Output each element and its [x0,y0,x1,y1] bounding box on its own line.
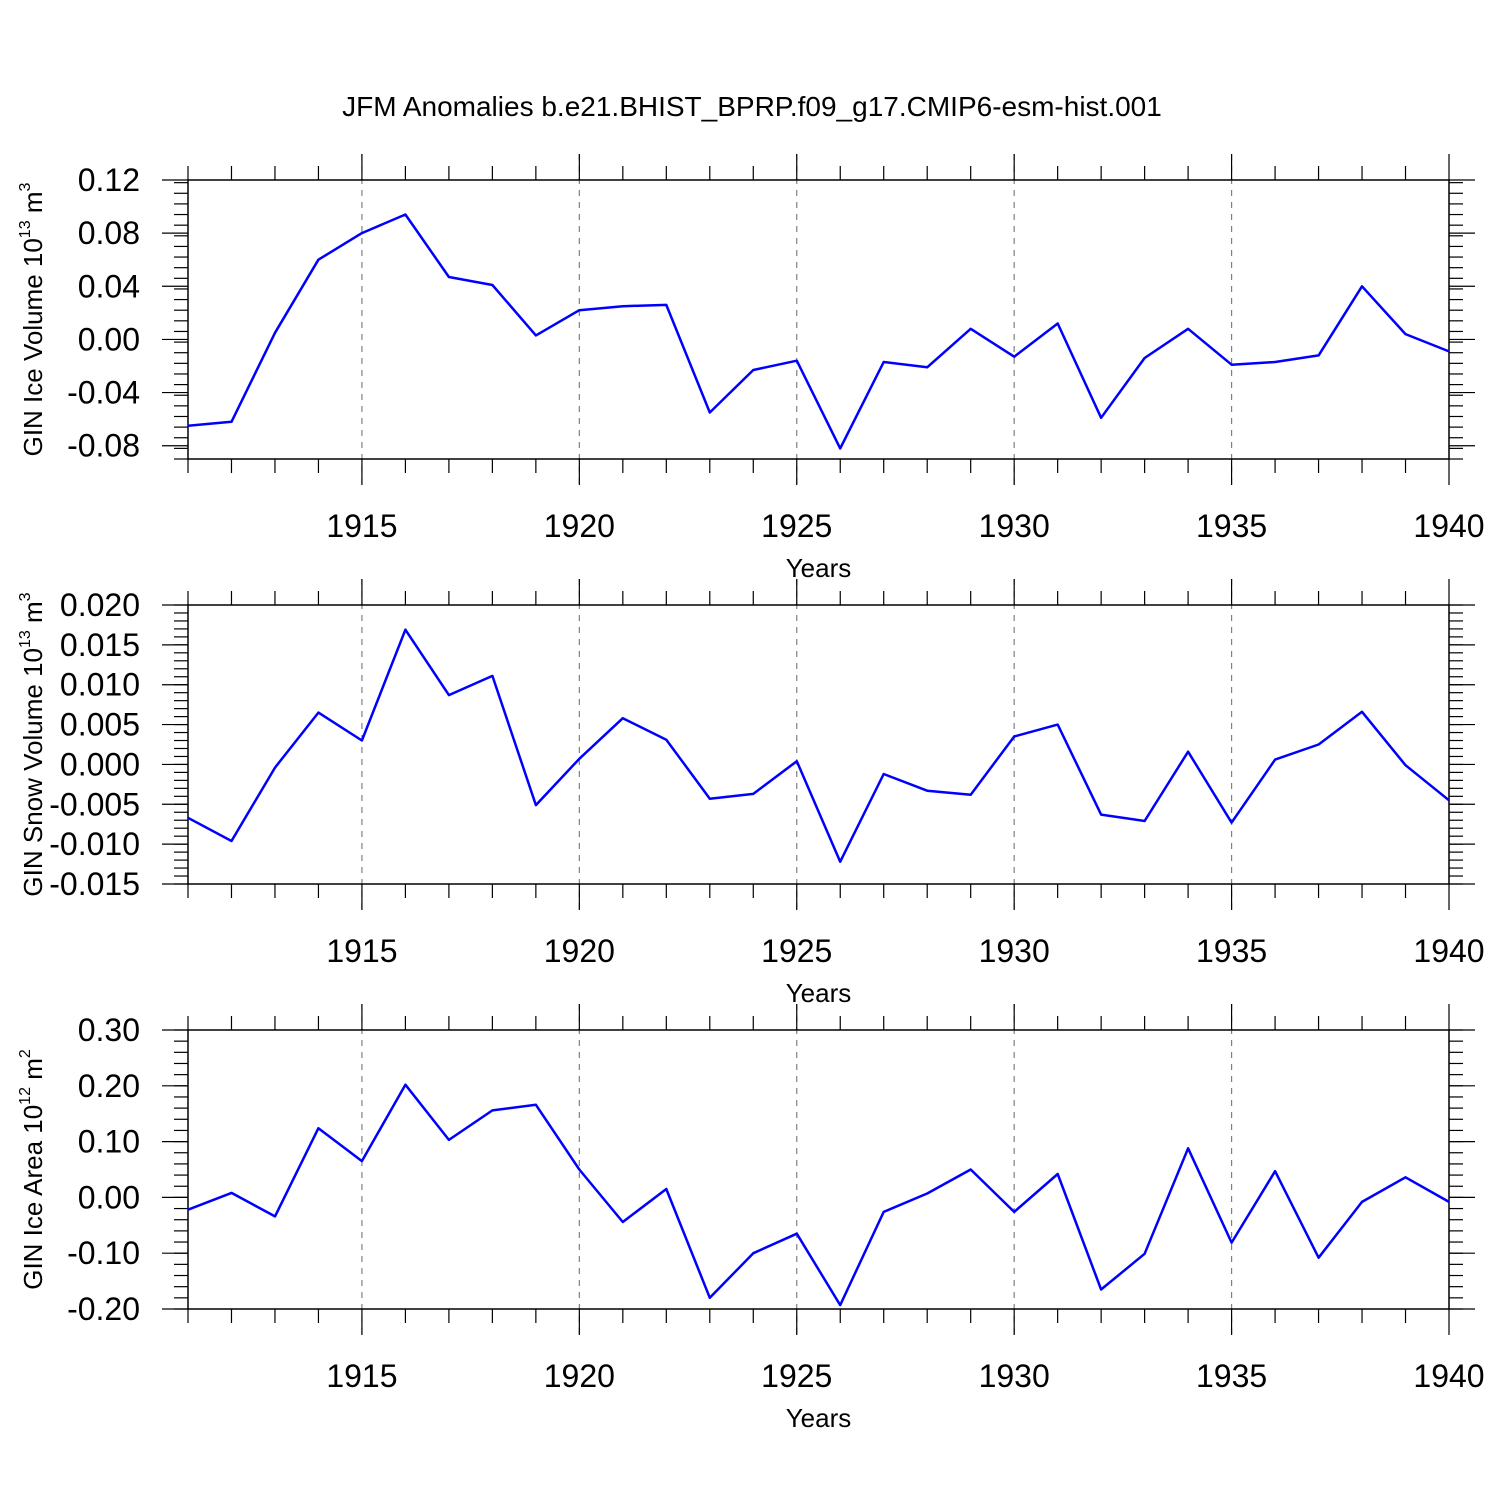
x-tick-label: 1930 [979,508,1050,544]
y-axis-label-unit: m [18,601,48,630]
y-tick-label: -0.015 [49,866,140,902]
y-tick-label: 0.000 [60,746,140,782]
figure-title: JFM Anomalies b.e21.BHIST_BPRP.f09_g17.C… [342,91,1162,122]
y-tick-label: -0.010 [49,826,140,862]
y-tick-label: 0.005 [60,707,140,743]
x-tick-label: 1925 [761,933,832,969]
x-tick-label: 1920 [544,933,615,969]
y-tick-label: 0.30 [78,1012,140,1048]
x-tick-label: 1915 [326,1358,397,1394]
x-axis-label: Years [786,978,852,1008]
x-tick-label: 1935 [1196,933,1267,969]
x-axis-label: Years [786,1403,852,1433]
series-line [187,213,1450,450]
y-axis-label: GIN Ice Area 1012 m2 [17,1049,48,1290]
x-tick-label: 1915 [326,508,397,544]
y-tick-label: 0.020 [60,587,140,623]
x-tick-label: 1915 [326,933,397,969]
y-tick-label: 0.08 [78,215,140,251]
x-tick-label: 1925 [761,1358,832,1394]
x-tick-label: 1920 [544,1358,615,1394]
y-tick-label: 0.00 [78,1179,140,1215]
y-axis-label-unit: m [18,1058,48,1087]
y-axis-label: GIN Snow Volume 1013 m3 [17,592,48,896]
y-axis-label-unit-exponent: 3 [17,182,34,191]
x-tick-label: 1930 [979,1358,1050,1394]
y-axis-label: GIN Ice Volume 1013 m3 [17,182,48,456]
y-axis-label-unit-exponent: 3 [17,592,34,601]
y-axis-label-text: GIN Ice Volume 10 [18,238,48,456]
y-tick-label: -0.005 [49,786,140,822]
y-tick-label: 0.00 [78,321,140,357]
panel-3: -0.20 -0.10 0.00 0.10 0.20 0.30 1915 1920 1925 19… [17,1004,1485,1433]
y-tick-label: 0.20 [78,1068,140,1104]
x-tick-label: 1935 [1196,1358,1267,1394]
x-tick-label: 1920 [544,508,615,544]
x-tick-label: 1935 [1196,508,1267,544]
y-tick-label: -0.20 [67,1291,140,1327]
plot-frame [187,1029,1450,1310]
y-tick-label: 0.04 [78,268,140,304]
y-tick-label: -0.08 [67,428,140,464]
y-axis-label-text: GIN Snow Volume 10 [18,648,48,897]
x-tick-label: 1925 [761,508,832,544]
plot-frame [187,179,1450,460]
series-line [187,628,1450,863]
series-line [187,1083,1450,1307]
y-tick-label: 0.015 [60,627,140,663]
x-tick-label: 1940 [1413,933,1484,969]
y-tick-label: 0.12 [78,162,140,198]
y-axis-label-unit-exponent: 2 [17,1049,34,1058]
panels: -0.08 -0.04 0.00 0.04 0.08 0.12 1915 1920 1925 19… [17,154,1485,1433]
y-tick-label: -0.10 [67,1235,140,1271]
y-tick-label: 0.10 [78,1124,140,1160]
y-axis-label-exponent: 13 [17,220,34,238]
y-tick-label: -0.04 [67,375,140,411]
y-tick-label: 0.010 [60,667,140,703]
panel-1: -0.08 -0.04 0.00 0.04 0.08 0.12 1915 1920 1925 19… [17,154,1485,583]
x-tick-label: 1940 [1413,1358,1484,1394]
y-axis-label-exponent: 13 [17,630,34,648]
y-axis-label-exponent: 12 [17,1087,34,1105]
x-tick-label: 1940 [1413,508,1484,544]
y-axis-label-text: GIN Ice Area 10 [18,1105,48,1290]
y-axis-label-unit: m [18,191,48,220]
x-axis-label: Years [786,553,852,583]
plot-frame [187,604,1450,885]
x-tick-label: 1930 [979,933,1050,969]
